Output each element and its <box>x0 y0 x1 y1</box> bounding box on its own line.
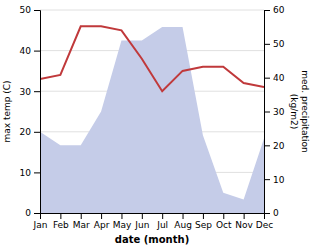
tick-label: Jan <box>33 220 48 230</box>
tick-label: Dec <box>256 220 273 230</box>
marks <box>40 26 264 213</box>
tick-label: May <box>113 220 132 230</box>
tick-mark <box>34 51 40 52</box>
tick-label: Sep <box>195 220 212 230</box>
tick-label: 30 <box>20 87 32 97</box>
tick-mark <box>34 91 40 92</box>
tick-mark <box>264 213 270 214</box>
y2-axis-title: med. precipitation(kg/m2) <box>289 70 310 152</box>
tick-mark <box>142 213 143 219</box>
tick-label: 40 <box>20 46 32 56</box>
tick-label: 0 <box>25 208 31 218</box>
y2-tick: 0 <box>264 208 279 218</box>
tick-mark <box>264 44 270 45</box>
x-tick: Jul <box>156 213 168 230</box>
y2-tick: 60 <box>264 5 285 15</box>
tick-mark <box>244 213 245 219</box>
tick-mark <box>183 213 184 219</box>
tick-label: Apr <box>94 220 110 230</box>
tick-mark <box>264 112 270 113</box>
chart-container: JanFebMarAprMayJunJulAugSepOctNovDec0102… <box>0 0 318 247</box>
y2-axis: 0 10 20 30 40 50 60 <box>264 5 285 218</box>
tick-label: Jul <box>156 220 168 230</box>
tick-label: 50 <box>20 5 32 15</box>
x-axis: Jan Feb Mar AprMayJun Jul AugSep OctNovDec <box>33 213 274 230</box>
tick-mark <box>101 213 102 219</box>
tick-label: 30 <box>273 107 285 117</box>
y-tick: 0 <box>25 208 40 218</box>
axis-line <box>34 11 41 214</box>
tick-mark <box>264 78 270 79</box>
y2-tick: 20 <box>264 141 285 151</box>
y-axis: 0 10 20 30 40 50 <box>20 5 41 218</box>
x-tick: Mar <box>73 213 90 230</box>
x-tick: Oct <box>216 213 232 230</box>
tick-label: Oct <box>216 220 232 230</box>
axis-line <box>41 214 265 220</box>
x-tick: May <box>113 213 132 230</box>
y2-tick: 40 <box>264 73 285 83</box>
y-tick: 10 <box>20 168 40 178</box>
tick-mark <box>264 179 270 180</box>
tick-mark <box>264 10 270 11</box>
tick-label: Feb <box>53 220 69 230</box>
grid <box>40 10 264 213</box>
x-tick: Dec <box>256 213 273 230</box>
tick-mark <box>34 213 40 214</box>
tick-mark <box>203 213 204 219</box>
axis-line <box>265 11 271 214</box>
tick-label: Mar <box>73 220 90 230</box>
y-tick: 40 <box>20 46 40 56</box>
tick-mark <box>223 213 224 219</box>
tick-label: Aug <box>174 220 192 230</box>
tick-mark <box>34 132 40 133</box>
tick-label: 10 <box>20 168 32 178</box>
x-tick: Aug <box>174 213 192 230</box>
tick-label: 20 <box>273 141 285 151</box>
x-tick: Nov <box>235 213 253 230</box>
tick-label: 10 <box>273 175 285 185</box>
tick-label: 40 <box>273 73 285 83</box>
line <box>40 26 264 91</box>
title-line: med. precipitation <box>300 70 310 152</box>
x-tick: Sep <box>195 213 212 230</box>
tick-label: 20 <box>20 127 32 137</box>
tick-label: Jun <box>134 220 149 230</box>
x-tick: Feb <box>53 213 69 230</box>
tick-mark <box>81 213 82 219</box>
tick-mark <box>264 145 270 146</box>
tick-label: Nov <box>235 220 253 230</box>
tick-mark <box>60 213 61 219</box>
y2-tick: 30 <box>264 107 285 117</box>
tick-mark <box>121 213 122 219</box>
tick-mark <box>34 172 40 173</box>
tick-label: 50 <box>273 39 285 49</box>
title-line: (kg/m2) <box>289 94 299 129</box>
tick-mark <box>34 10 40 11</box>
x-axis-title: date (month) <box>115 234 189 245</box>
y-tick: 20 <box>20 127 40 137</box>
y-tick: 30 <box>20 87 40 97</box>
y2-tick: 50 <box>264 39 285 49</box>
y-tick: 50 <box>20 5 40 15</box>
grid-line <box>40 10 264 11</box>
plot: JanFebMarAprMayJunJulAugSepOctNovDec0102… <box>2 5 310 245</box>
tick-mark <box>162 213 163 219</box>
y-axis-title: max temp (C) <box>2 80 12 142</box>
x-tick: Apr <box>94 213 110 230</box>
x-tick: Jan <box>33 213 48 230</box>
tick-label: 0 <box>273 208 279 218</box>
x-tick: Jun <box>134 213 149 230</box>
y2-tick: 10 <box>264 175 285 185</box>
tick-label: 60 <box>273 5 285 15</box>
chart-svg: JanFebMarAprMayJunJulAugSepOctNovDec0102… <box>0 0 318 247</box>
area <box>40 27 264 213</box>
